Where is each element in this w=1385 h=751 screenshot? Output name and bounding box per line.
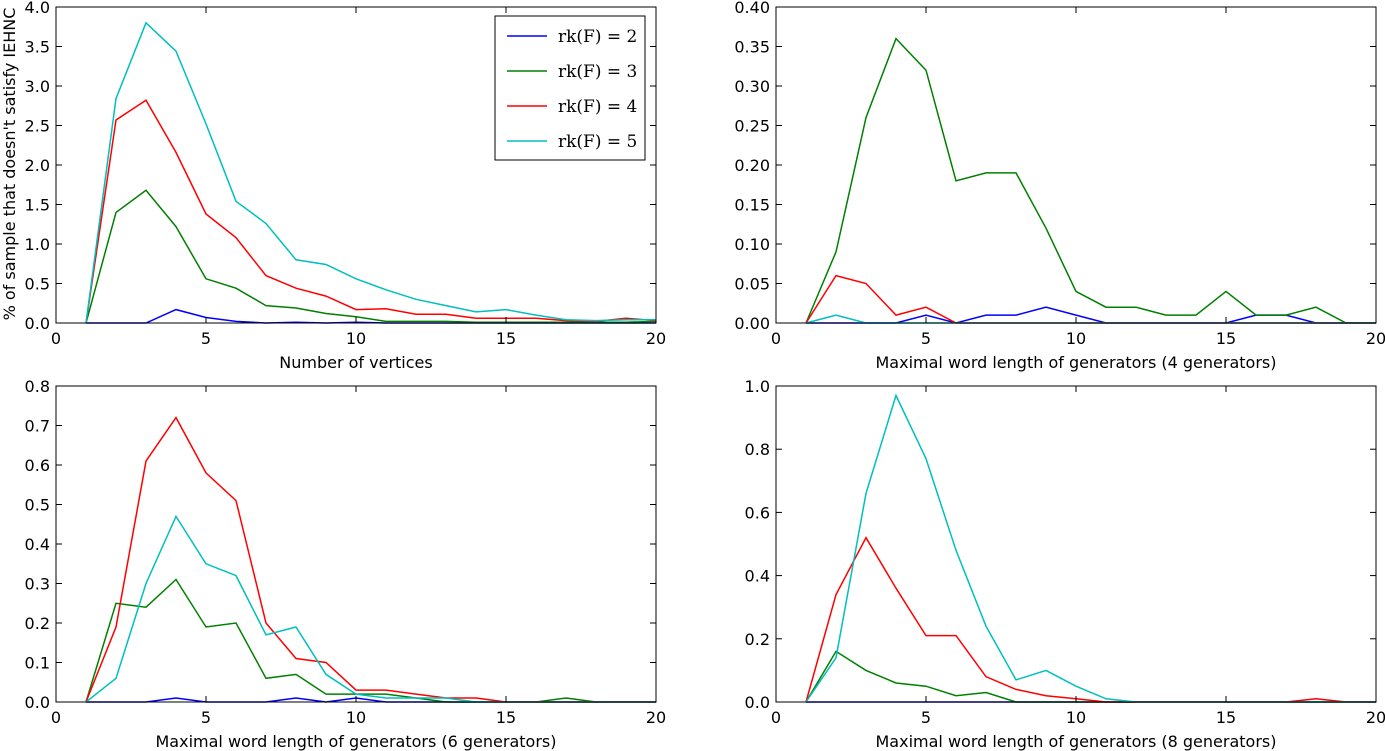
legend-label-rk2: rk(F) = 2 — [558, 27, 637, 47]
x-tick-label: 5 — [921, 708, 931, 727]
y-tick-label: 0.7 — [25, 417, 50, 436]
x-tick-label: 0 — [771, 708, 781, 727]
y-tick-label: 0.4 — [25, 535, 50, 554]
x-axis-label: Maximal word length of generators (6 gen… — [156, 732, 557, 751]
x-axis-label: Maximal word length of generators (4 gen… — [876, 353, 1277, 372]
y-tick-label: 0.00 — [734, 314, 770, 333]
subplot-1: 0 5 10 15 20 0.0 0.5 1.0 1.5 2.0 2.5 3.0 3.5 4.0 Numbe… — [25, 0, 667, 372]
x-axis-label: Maximal word length of generators (8 gen… — [876, 732, 1277, 751]
series-line-rk3 — [805, 650, 1376, 703]
y-tick-label: 0.20 — [734, 156, 770, 175]
y-tick-label: 0.5 — [25, 275, 50, 294]
x-tick-label: 5 — [201, 329, 211, 348]
x-tick-label: 15 — [496, 708, 516, 727]
x-tick-label: 0 — [51, 708, 61, 727]
y-tick-label: 0.30 — [734, 77, 770, 96]
y-tick-label: 0.0 — [25, 314, 50, 333]
y-tick-label: 0.6 — [745, 503, 770, 522]
subplot-4: 0 5 10 15 20 0.0 0.2 0.4 0.6 0.8 1.0 Maximal word l… — [745, 377, 1385, 751]
x-tick-label: 20 — [1366, 708, 1385, 727]
legend-label-rk3: rk(F) = 3 — [558, 62, 637, 82]
y-tick-label: 0.15 — [734, 196, 770, 215]
x-axis-label: Number of vertices — [279, 353, 432, 372]
y-tick-label: 2.0 — [25, 156, 50, 175]
plot-frame — [775, 6, 1377, 324]
y-tick-label: 2.5 — [25, 117, 50, 136]
series-line-rk5 — [805, 393, 1376, 703]
x-tick-label: 15 — [1216, 708, 1236, 727]
x-tick-label: 10 — [1066, 329, 1086, 348]
x-tick-label: 20 — [646, 708, 666, 727]
y-tick-label: 0.35 — [734, 38, 770, 57]
y-tick-label: 0.2 — [745, 630, 770, 649]
y-tick-label: 0.25 — [734, 117, 770, 136]
x-tick-label: 10 — [1066, 708, 1086, 727]
y-tick-label: 0.05 — [734, 275, 770, 294]
y-tick-label: 0.8 — [25, 377, 50, 396]
series-line-rk4 — [85, 416, 656, 703]
y-tick-label: 0.5 — [25, 496, 50, 515]
subplot-2: 0 5 10 15 20 0.00 0.05 0.10 0.15 0.20 0.25 0.30 0.35… — [734, 0, 1385, 372]
y-tick-label: 0.0 — [745, 693, 770, 712]
series-line-rk3 — [805, 37, 1376, 324]
subplot-3: 0 5 10 15 20 0.0 0.1 0.2 0.3 0.4 0.5 0.6 0.7 0.8 Maxim… — [25, 377, 667, 751]
x-tick-label: 0 — [51, 329, 61, 348]
x-tick-label: 0 — [771, 329, 781, 348]
legend-label-rk5: rk(F) = 5 — [558, 132, 637, 152]
y-tick-label: 0.10 — [734, 235, 770, 254]
series-line-rk3 — [85, 189, 657, 324]
y-tick-label: 0.3 — [25, 575, 50, 594]
y-tick-label: 0.8 — [745, 440, 770, 459]
y-tick-label: 3.5 — [25, 38, 50, 57]
series-line-rk5 — [85, 21, 656, 324]
x-tick-label: 15 — [1216, 329, 1236, 348]
series-line-rk4 — [85, 99, 657, 324]
x-tick-label: 15 — [496, 329, 516, 348]
x-tick-label: 10 — [346, 708, 366, 727]
x-tick-label: 10 — [346, 329, 366, 348]
y-tick-label: 1.0 — [745, 377, 770, 396]
y-tick-label: 0.2 — [25, 614, 50, 633]
y-tick-label: 4.0 — [25, 0, 50, 17]
plot-frame — [55, 385, 657, 703]
x-tick-label: 5 — [201, 708, 211, 727]
x-tick-label: 20 — [646, 329, 666, 348]
plot-frame — [775, 385, 1377, 703]
legend: rk(F) = 2 rk(F) = 3 rk(F) = 4 rk(F) = 5 — [494, 15, 646, 161]
y-tick-label: 1.0 — [25, 235, 50, 254]
series-line-rk4 — [805, 536, 1376, 703]
legend-label-rk4: rk(F) = 4 — [558, 97, 637, 117]
x-tick-label: 5 — [921, 329, 931, 348]
series-line-rk5 — [85, 514, 656, 703]
y-tick-label: 0.0 — [25, 693, 50, 712]
x-tick-label: 20 — [1366, 329, 1385, 348]
y-tick-label: 3.0 — [25, 77, 50, 96]
series-line-rk3 — [85, 578, 656, 703]
shared-y-label: % of sample that doesn't satisfy IEHNC — [0, 8, 19, 321]
y-tick-label: 0.4 — [745, 567, 770, 586]
legend-box — [494, 15, 646, 161]
y-tick-label: 1.5 — [25, 196, 50, 215]
y-tick-label: 0.6 — [25, 456, 50, 475]
y-tick-label: 0.40 — [734, 0, 770, 17]
y-tick-label: 0.1 — [25, 654, 50, 673]
